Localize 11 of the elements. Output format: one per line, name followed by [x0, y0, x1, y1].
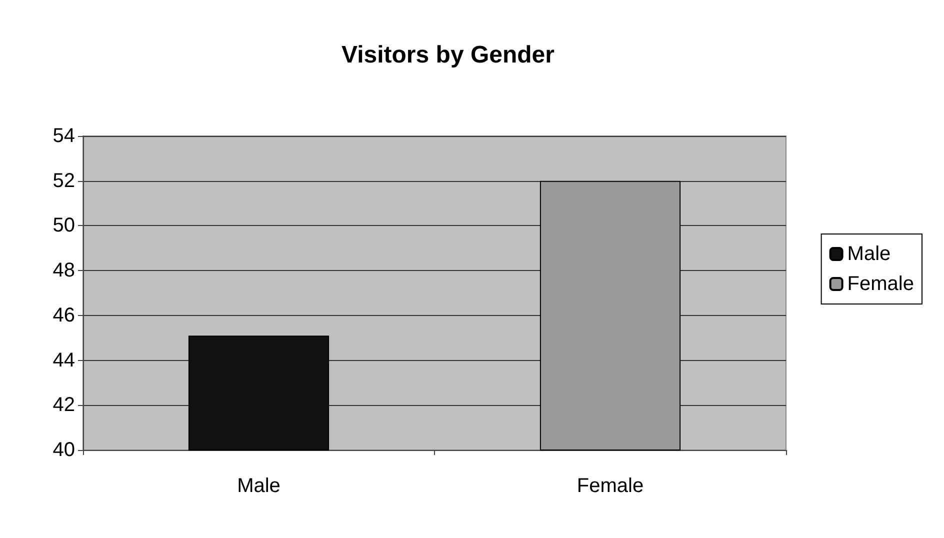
legend-label: Female [847, 273, 914, 295]
y-tick-label: 50 [52, 214, 75, 237]
chart-title: Visitors by Gender [342, 42, 554, 68]
y-tick-label: 46 [52, 304, 75, 326]
y-tick-label: 44 [52, 349, 75, 372]
y-tick-label: 54 [52, 125, 75, 147]
y-tick-label: 42 [52, 394, 75, 416]
y-tick-label: 40 [52, 439, 75, 461]
legend-label: Male [847, 243, 891, 265]
y-tick-label: 52 [52, 170, 75, 192]
y-tick-label: 48 [52, 260, 75, 282]
